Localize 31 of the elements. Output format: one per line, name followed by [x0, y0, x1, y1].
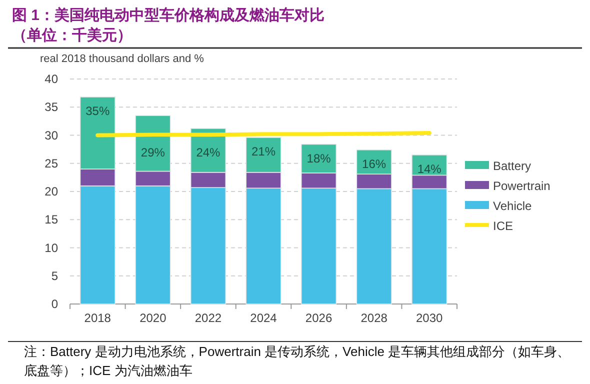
- annotation: 14%: [417, 162, 442, 176]
- legend-label: Vehicle: [493, 199, 532, 213]
- y-tick-label: 5: [51, 268, 58, 283]
- x-tick-label: 2018: [84, 311, 112, 325]
- legend-label: Battery: [493, 159, 532, 173]
- annotation: 24%: [196, 146, 221, 160]
- annotation: 21%: [251, 144, 276, 158]
- x-tick-label: 2020: [140, 311, 167, 325]
- legend-label: Powertrain: [493, 179, 550, 193]
- chart-title: 图 1：美国纯电动中型车价格构成及燃油车对比: [11, 6, 326, 26]
- x-tick-label: 2024: [250, 311, 278, 325]
- legend-label: ICE: [493, 219, 514, 233]
- y-tick-label: 15: [44, 212, 58, 227]
- y-tick-label: 40: [44, 72, 58, 86]
- y-tick-label: 10: [44, 240, 58, 255]
- x-tick-label: 2022: [194, 311, 222, 325]
- annotation: 18%: [306, 151, 332, 166]
- y-tick-label: 0: [51, 297, 58, 311]
- y-tick-label: 20: [44, 184, 58, 198]
- x-tick-label: 2026: [305, 311, 332, 325]
- x-tick-label: 2028: [360, 311, 388, 325]
- y-tick-label: 25: [44, 156, 58, 170]
- chart-subtitle: （单位：千美元）: [11, 26, 133, 46]
- y-tick-label: 35: [44, 100, 58, 114]
- annotation: 35%: [86, 104, 110, 118]
- x-tick-label: 2030: [416, 311, 444, 325]
- annotation: 16%: [362, 156, 386, 171]
- annotation: 29%: [140, 146, 166, 160]
- y-tick-label: 30: [44, 128, 58, 142]
- y-axis-title: real 2018 thousand dollars and %: [40, 53, 204, 65]
- text: 注：Battery 是动力电池系统，Powertrain 是传动系统，Vehicle 是车辆其他组成部分（如车身、底盘等）；ICE 为汽油燃油车: [8, 341, 582, 380]
